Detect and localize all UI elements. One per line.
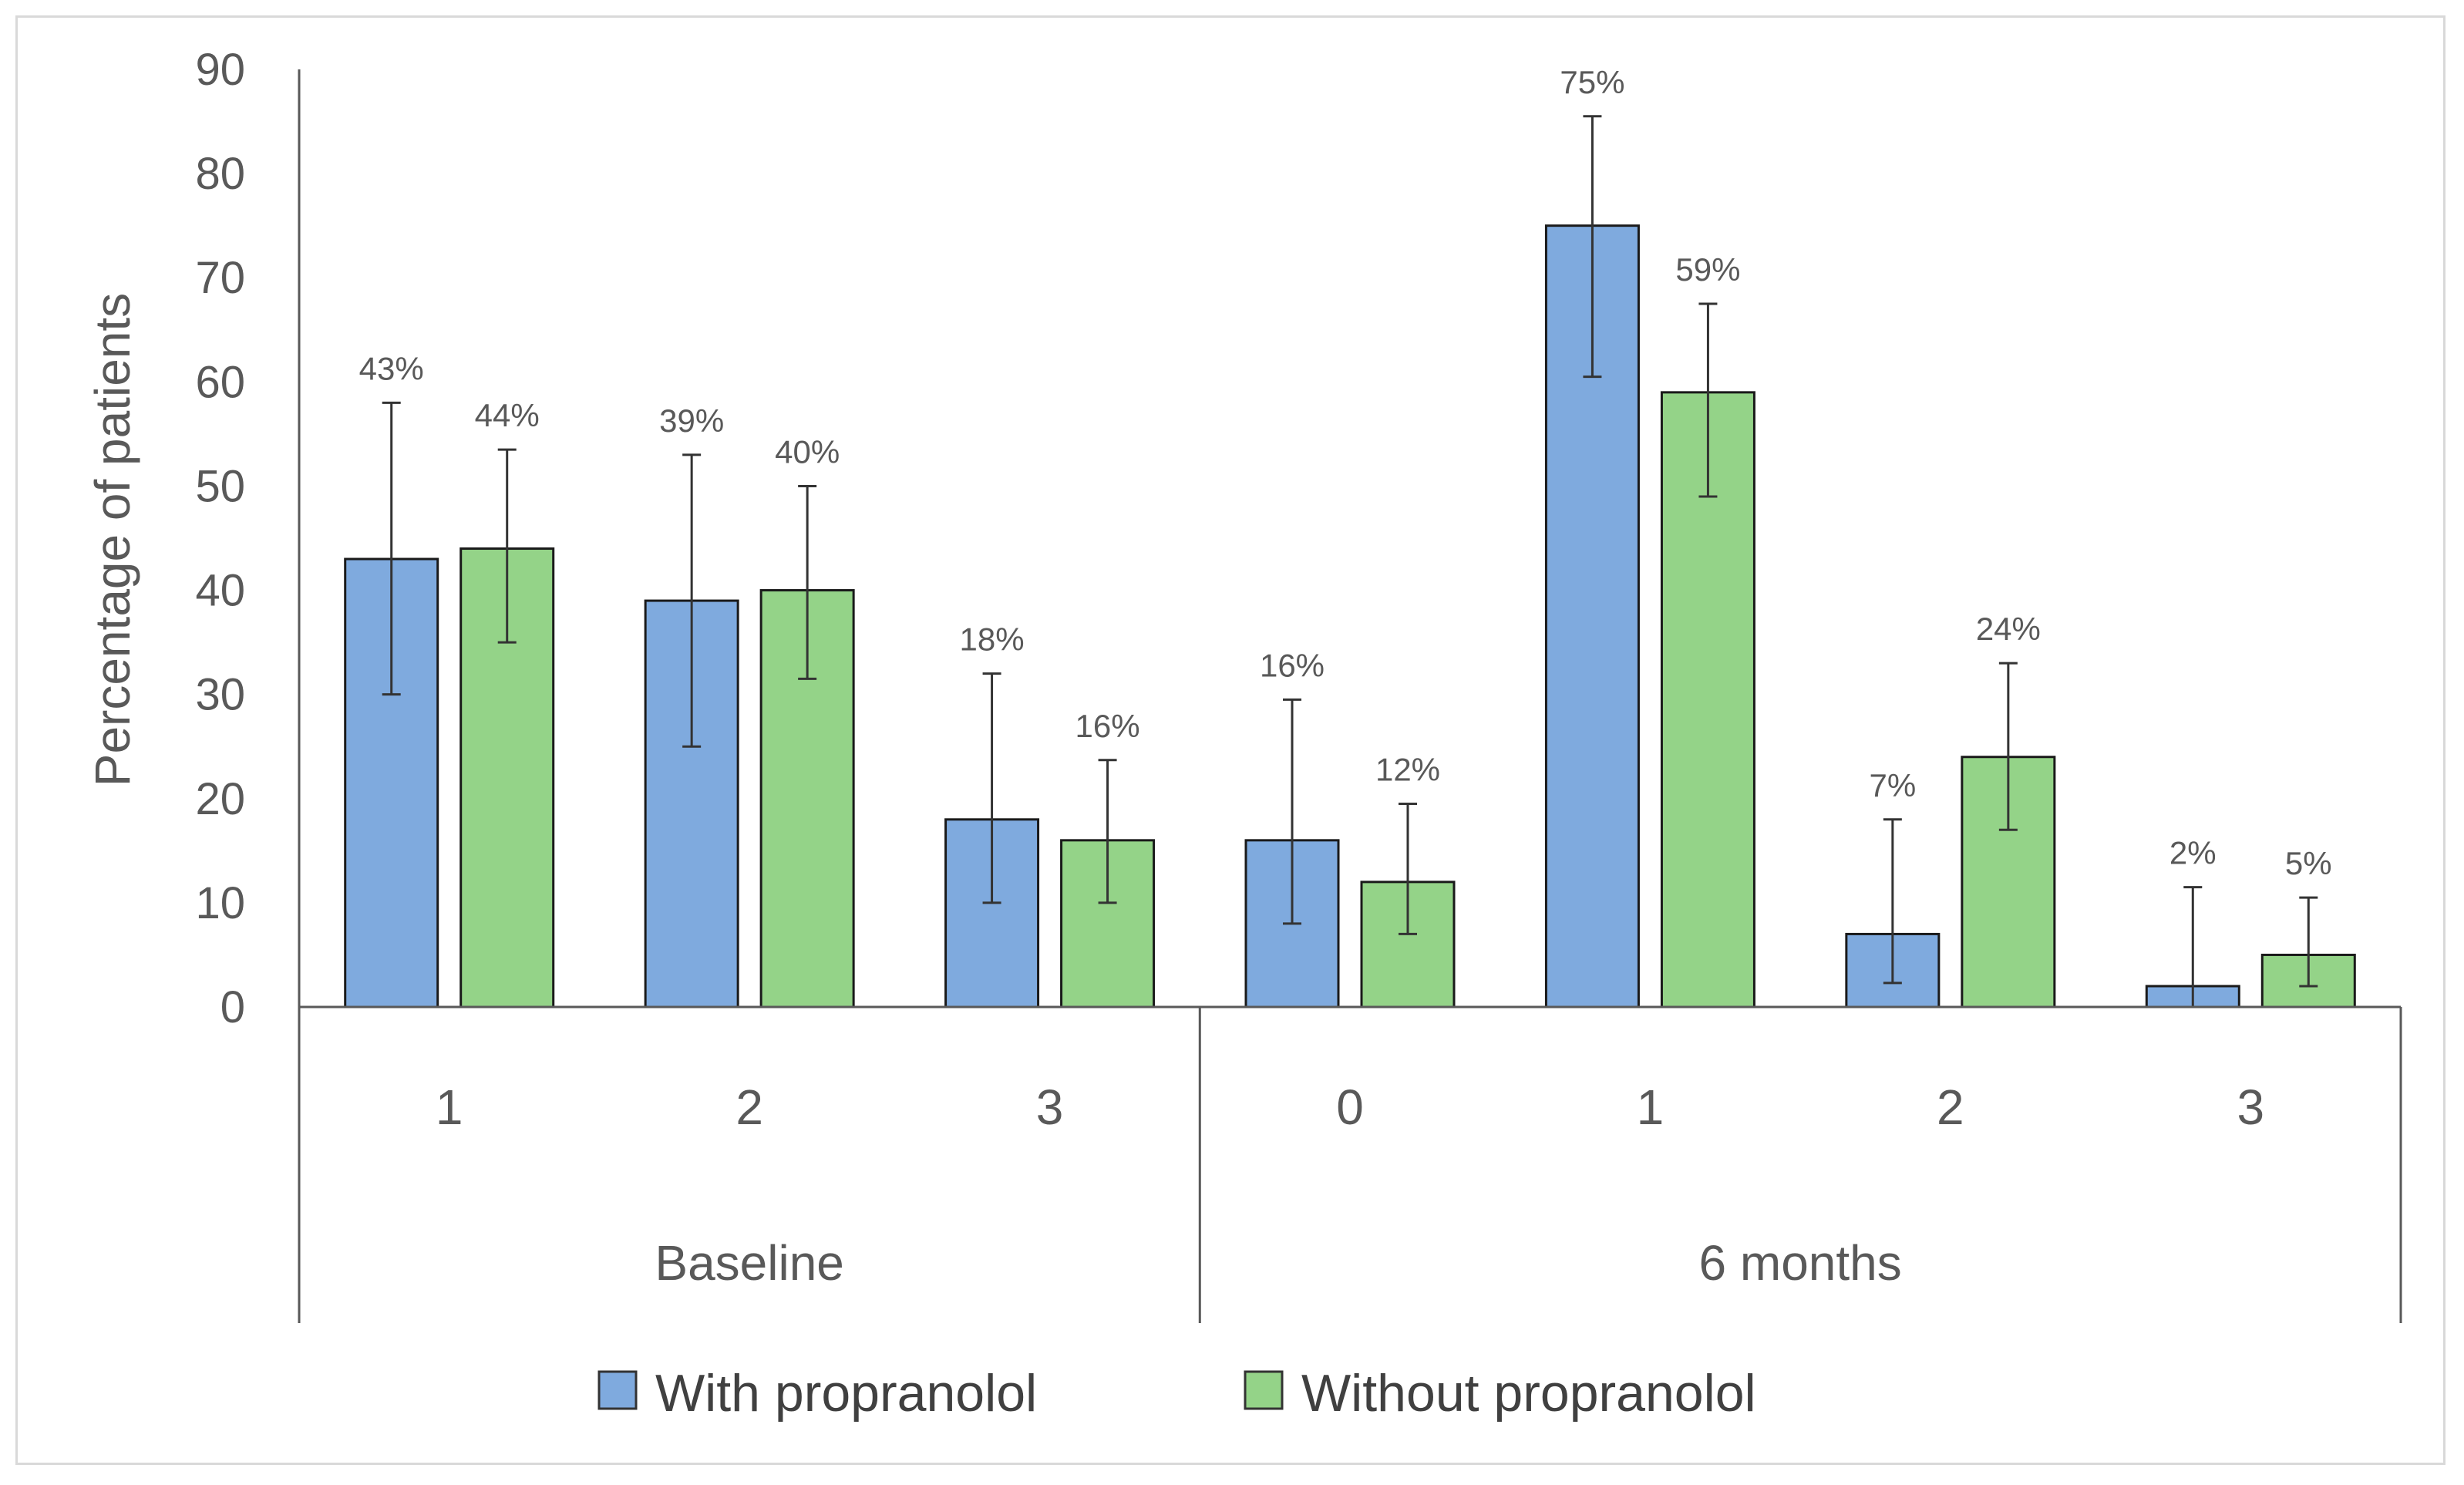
y-tick-label: 90	[195, 45, 245, 95]
y-axis-label: Percentage of patients	[85, 293, 140, 786]
data-label-without-propranolol-3: 12%	[1375, 752, 1440, 788]
data-label-without-propranolol-1: 40%	[775, 433, 840, 470]
x-tick-label: 3	[2237, 1079, 2264, 1135]
data-labels: 43% 39% 18% 16% 75% 7% 2% 44% 40% 16% 12% 59% 24% 5%	[359, 64, 2332, 881]
data-label-without-propranolol-2: 16%	[1075, 708, 1140, 744]
data-label-with-propranolol-6: 2%	[2169, 835, 2217, 871]
x-tick-label: 2	[1937, 1079, 1964, 1135]
x-tick-label: 1	[436, 1079, 463, 1135]
y-tick-label: 50	[195, 461, 245, 511]
data-label-without-propranolol-6: 5%	[2285, 845, 2332, 881]
data-label-with-propranolol-0: 43%	[359, 350, 424, 386]
legend-swatch-without-propranolol	[1244, 1370, 1284, 1410]
legend-label-without-propranolol: Without propranolol	[1301, 1364, 1756, 1423]
x-axis: 1 2 3 0 1 2 3 Baseline 6 months	[298, 1005, 2402, 1323]
bars	[344, 224, 2356, 1009]
x-tick-label: 1	[1637, 1079, 1665, 1135]
data-label-with-propranolol-5: 7%	[1870, 767, 1917, 803]
y-tick-label: 80	[195, 149, 245, 199]
data-label-with-propranolol-3: 16%	[1260, 647, 1325, 683]
data-label-without-propranolol-0: 44%	[475, 397, 540, 433]
legend-swatch-with-propranolol	[597, 1370, 638, 1410]
legend-label-with-propranolol: With propranolol	[655, 1364, 1037, 1423]
data-label-without-propranolol-4: 59%	[1675, 251, 1740, 288]
data-label-with-propranolol-1: 39%	[659, 402, 724, 439]
y-tick-label: 40	[195, 566, 245, 616]
x-tick-label: 3	[1036, 1079, 1064, 1135]
legend: With propranolol Without propranolol	[597, 1364, 1756, 1423]
data-label-without-propranolol-5: 24%	[1976, 611, 2041, 647]
x-tick-label: 0	[1336, 1079, 1364, 1135]
y-axis: 0 10 20 30 40 50 60 70 80 90	[195, 45, 301, 1032]
y-tick-label: 70	[195, 253, 245, 303]
chart-frame	[15, 15, 2445, 1465]
y-tick-label: 20	[195, 774, 245, 824]
x-group-label-6-months: 6 months	[1699, 1235, 1902, 1291]
x-tick-label: 2	[735, 1079, 763, 1135]
y-tick-label: 30	[195, 670, 245, 720]
y-tick-label: 0	[220, 982, 245, 1032]
data-label-with-propranolol-4: 75%	[1560, 64, 1624, 100]
data-label-with-propranolol-2: 18%	[960, 621, 1025, 658]
y-tick-label: 10	[195, 878, 245, 928]
y-tick-label: 60	[195, 357, 245, 407]
x-group-label-baseline: Baseline	[655, 1235, 844, 1291]
